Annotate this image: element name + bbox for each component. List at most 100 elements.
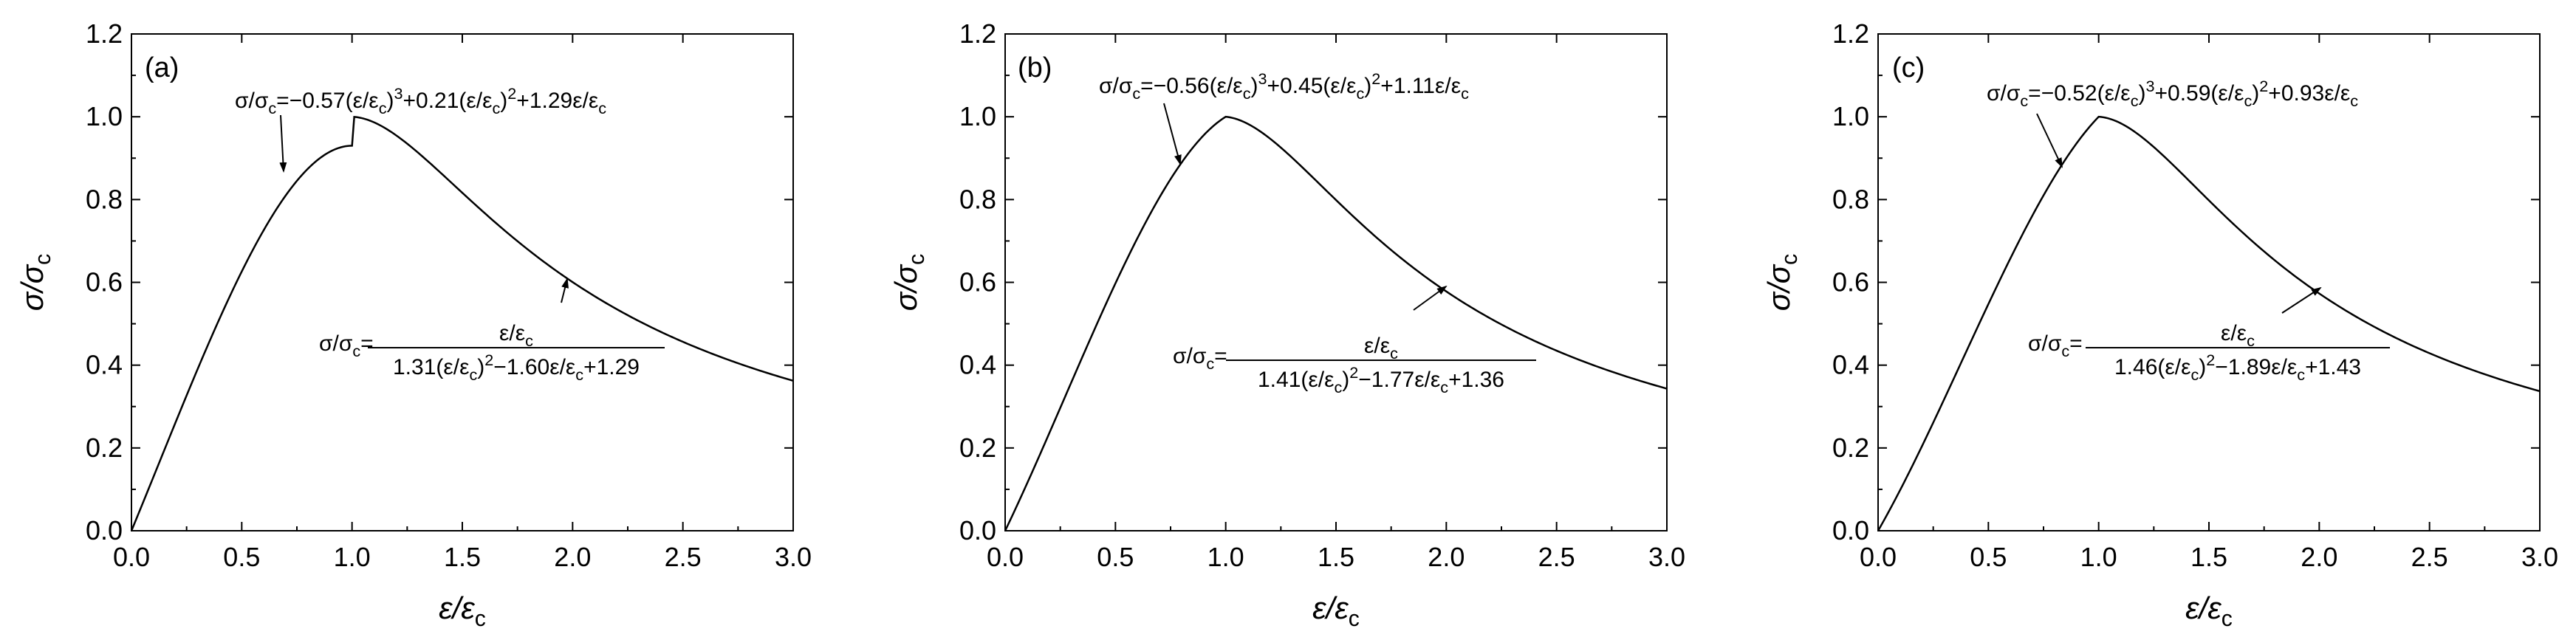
x-axis-label: ε/εc <box>1312 591 1360 631</box>
y-tick-label: 0.2 <box>959 433 996 463</box>
descending-equation-lhs: σ/σc= <box>1173 344 1227 373</box>
x-tick-label: 1.0 <box>1208 542 1244 572</box>
descending-equation-denominator: 1.41(ε/εc)2−1.77ε/εc+1.36 <box>1258 363 1504 396</box>
descending-equation-numerator-part: c <box>2247 331 2255 350</box>
descending-equation-denominator-part: c <box>575 365 583 384</box>
plot-frame <box>1877 33 2541 531</box>
ascending-equation-part: c <box>2350 92 2358 110</box>
descending-equation-denominator-part: 1.41(ε/ε <box>1258 368 1334 392</box>
ascending-equation-part: c <box>2020 92 2028 110</box>
y-tick-label: 1.0 <box>959 101 996 131</box>
descending-equation-numerator-part: ε/ε <box>499 321 525 345</box>
descending-equation-denominator-part: c <box>2190 365 2199 384</box>
x-tick-label: 1.0 <box>2080 542 2117 572</box>
x-axis-label: ε/εc <box>2185 591 2233 631</box>
y-tick-label: 0.4 <box>86 350 123 380</box>
descending-equation-denominator: 1.31(ε/εc)2−1.60ε/εc+1.29 <box>393 351 640 384</box>
ascending-arrow <box>2036 113 2063 168</box>
descending-equation-lhs: σ/σc= <box>2028 331 2083 360</box>
x-axis-label-main: ε/ε <box>439 591 475 625</box>
chart-panel-1: 0.0 0.5 1.0 1.5 2.0 2.5 3.0 0.0 0.2 0.4 0.6 0.8 1.0 1… <box>15 18 812 631</box>
x-tick-label: 1.5 <box>1318 542 1354 572</box>
x-tick-label: 0.0 <box>113 542 150 572</box>
descending-equation-denominator-part: +1.29 <box>583 355 640 379</box>
x-axis-label-main: ε/ε <box>1312 591 1349 625</box>
ascending-equation-part: +0.21(ε/ε <box>403 89 493 113</box>
ascending-equation-part: +0.45(ε/ε <box>1267 74 1357 98</box>
descending-arrow <box>561 278 569 303</box>
descending-equation-denominator: 1.46(ε/εc)2−1.89ε/εc+1.43 <box>2114 351 2361 384</box>
y-axis-label-main: σ/σ <box>888 264 923 311</box>
descending-equation-denominator-part: 2 <box>484 351 493 369</box>
descending-equation-lhs-part: σ/σ <box>1173 344 1207 368</box>
y-tick-label: 0.6 <box>959 267 996 297</box>
descending-equation-numerator-part: c <box>1390 344 1398 362</box>
descending-equation-numerator: ε/εc <box>1364 334 1398 362</box>
descending-equation-denominator-part: 2 <box>2206 351 2215 369</box>
panel-label: (c) <box>1892 52 1925 83</box>
descending-equation-denominator-part: c <box>1334 378 1342 396</box>
x-tick-label: 0.5 <box>223 542 260 572</box>
descending-equation-lhs: σ/σc= <box>319 331 374 360</box>
descending-arrow <box>2281 286 2322 314</box>
descending-equation-denominator-part: 2 <box>1349 363 1358 382</box>
y-tick-label: 0.4 <box>1832 350 1869 380</box>
ascending-equation-part: c <box>2244 92 2252 110</box>
y-tick-label: 0.8 <box>1832 184 1869 214</box>
descending-equation-numerator-part: ε/ε <box>1364 334 1390 358</box>
ascending-equation-part: +1.11ε/ε <box>1380 74 1461 98</box>
ascending-equation-part: c <box>268 99 276 117</box>
descending-arrow <box>1413 285 1448 311</box>
ascending-equation-part: c <box>1356 84 1364 103</box>
panel-label: (a) <box>145 52 179 83</box>
ascending-equation-part: c <box>1132 84 1140 103</box>
ascending-equation-part: +0.59(ε/ε <box>2155 81 2244 106</box>
descending-equation-denominator-part: ) <box>1342 368 1349 392</box>
ascending-equation-part: σ/σ <box>1987 81 2021 106</box>
ascending-equation-part: c <box>1243 84 1251 103</box>
x-axis-label: ε/εc <box>439 591 486 631</box>
y-tick-label: 0.8 <box>86 184 123 214</box>
y-tick-label: 0.2 <box>86 433 123 463</box>
x-tick-label: 3.0 <box>1648 542 1685 572</box>
ascending-equation: σ/σc=−0.56(ε/εc)3+0.45(ε/εc)2+1.11ε/εc <box>1099 69 1469 103</box>
descending-equation-lhs-part: c <box>1206 354 1214 373</box>
y-tick-label: 0.0 <box>959 515 996 546</box>
ascending-equation-part: σ/σ <box>235 89 269 113</box>
descending-equation-lhs-part: c <box>2061 342 2069 360</box>
chart-panel-3: 0.0 0.5 1.0 1.5 2.0 2.5 3.0 0.0 0.2 0.4 0.6 0.8 1.0 1… <box>1761 18 2558 631</box>
y-tick-label: 0.0 <box>1832 515 1869 546</box>
ascending-equation-part: ) <box>2138 81 2145 106</box>
y-axis-label: σ/σc <box>1761 254 1802 311</box>
ascending-arrow <box>1163 103 1182 165</box>
descending-equation-lhs-part: c <box>352 342 360 360</box>
descending-equation-denominator-part: −1.77ε/ε <box>1358 368 1440 392</box>
ascending-arrow <box>279 114 287 173</box>
panel-label: (b) <box>1018 52 1052 83</box>
descending-equation-denominator-part: c <box>2297 365 2305 384</box>
y-tick-label: 0.0 <box>86 515 123 546</box>
y-tick-label: 1.2 <box>1832 18 1869 49</box>
descending-equation-denominator-part: 1.31(ε/ε <box>393 355 469 379</box>
descending-equation-lhs-part: = <box>2069 331 2083 356</box>
x-tick-label: 0.0 <box>1860 542 1897 572</box>
descending-equation-lhs-part: σ/σ <box>319 331 353 356</box>
ascending-equation: σ/σc=−0.52(ε/εc)3+0.59(ε/εc)2+0.93ε/εc <box>1987 77 2358 110</box>
y-axis-label: σ/σc <box>888 254 929 311</box>
y-tick-label: 0.2 <box>1832 433 1869 463</box>
y-axis-label: σ/σc <box>15 254 55 311</box>
ascending-equation-part: 3 <box>1258 69 1267 88</box>
ascending-equation-part: +0.93ε/ε <box>2268 81 2350 106</box>
x-tick-label: 0.0 <box>987 542 1024 572</box>
y-tick-label: 1.0 <box>1832 101 1869 131</box>
ascending-equation-part: 2 <box>2259 77 2268 95</box>
descending-equation-lhs-part: σ/σ <box>2028 331 2062 356</box>
x-tick-label: 0.5 <box>1970 542 2007 572</box>
ascending-equation-part: σ/σ <box>1099 74 1133 98</box>
ascending-equation-part: 2 <box>1371 69 1380 88</box>
x-tick-label: 1.0 <box>334 542 371 572</box>
ascending-equation-part: =−0.57(ε/ε <box>276 89 379 113</box>
descending-equation-numerator-part: ε/ε <box>2221 321 2247 345</box>
descending-equation-denominator-part: ) <box>2199 355 2206 379</box>
